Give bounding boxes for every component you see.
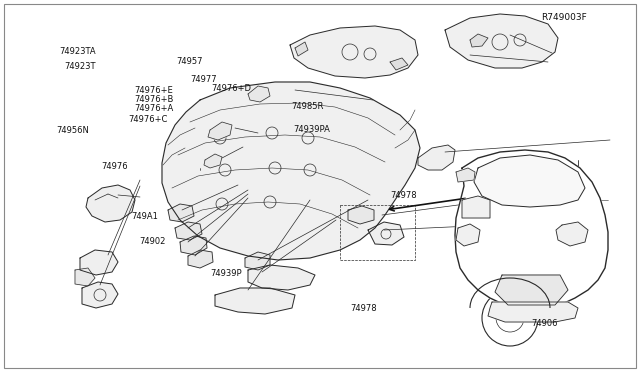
Text: 74939P: 74939P: [210, 269, 241, 278]
Polygon shape: [488, 302, 578, 322]
Polygon shape: [245, 252, 270, 270]
Polygon shape: [180, 236, 207, 255]
Text: 74977: 74977: [191, 76, 218, 84]
Polygon shape: [470, 34, 488, 47]
Polygon shape: [445, 14, 558, 68]
Text: 74976+C: 74976+C: [128, 115, 168, 124]
Polygon shape: [456, 168, 475, 182]
Text: 74976+A: 74976+A: [134, 105, 173, 113]
Text: 74923T: 74923T: [64, 62, 95, 71]
Polygon shape: [80, 250, 118, 275]
Text: 74939PA: 74939PA: [293, 125, 330, 134]
Polygon shape: [348, 206, 374, 224]
Text: 74976: 74976: [101, 162, 128, 171]
Polygon shape: [390, 58, 408, 70]
Text: 74976+D: 74976+D: [211, 84, 252, 93]
Text: 749A1: 749A1: [131, 212, 158, 221]
Polygon shape: [162, 82, 420, 260]
Text: 74978: 74978: [390, 191, 417, 200]
Polygon shape: [82, 282, 118, 308]
Polygon shape: [290, 26, 418, 78]
Polygon shape: [204, 154, 222, 168]
Polygon shape: [75, 268, 95, 286]
Text: 74906: 74906: [531, 319, 557, 328]
Polygon shape: [462, 196, 490, 218]
Polygon shape: [188, 250, 213, 268]
Text: 74956N: 74956N: [56, 126, 89, 135]
Text: 74976+E: 74976+E: [134, 86, 173, 94]
Polygon shape: [295, 42, 308, 56]
Polygon shape: [474, 155, 585, 207]
Polygon shape: [418, 145, 455, 170]
Polygon shape: [168, 204, 194, 222]
Text: 74923TA: 74923TA: [59, 47, 95, 56]
Text: 74985R: 74985R: [291, 102, 324, 110]
Polygon shape: [215, 288, 295, 314]
Polygon shape: [556, 222, 588, 246]
Polygon shape: [456, 224, 480, 246]
Text: 74978: 74978: [351, 304, 378, 313]
Polygon shape: [86, 185, 135, 222]
Polygon shape: [248, 86, 270, 102]
Polygon shape: [208, 122, 232, 140]
Polygon shape: [368, 222, 404, 245]
Text: R749003F: R749003F: [541, 13, 586, 22]
Text: 74902: 74902: [140, 237, 166, 246]
Text: 74957: 74957: [176, 57, 202, 66]
Polygon shape: [248, 265, 315, 290]
Polygon shape: [455, 150, 608, 308]
Polygon shape: [495, 275, 568, 305]
Text: 74976+B: 74976+B: [134, 95, 174, 104]
Polygon shape: [175, 222, 202, 240]
